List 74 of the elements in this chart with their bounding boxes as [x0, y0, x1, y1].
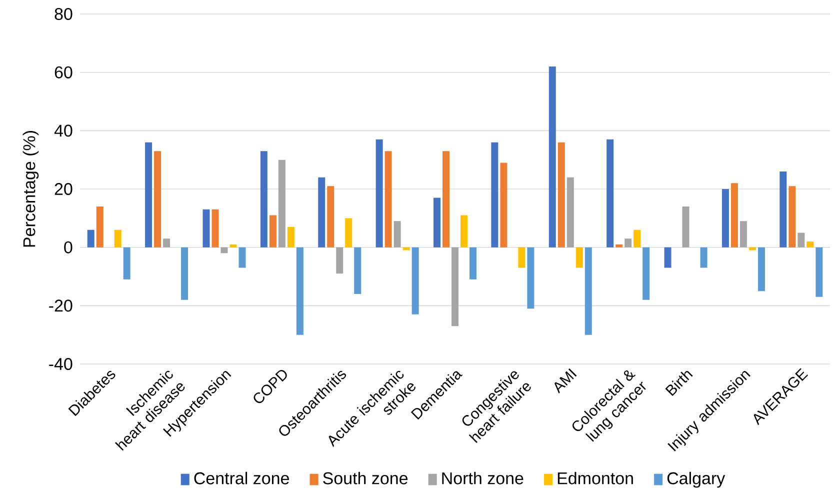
bar — [806, 242, 814, 248]
bar — [634, 230, 641, 248]
bar — [584, 247, 592, 335]
bar — [664, 247, 672, 268]
legend-label: Central zone — [194, 472, 289, 484]
bar — [238, 247, 246, 268]
bar — [376, 139, 383, 248]
bar — [576, 247, 583, 268]
bar — [96, 206, 104, 248]
y-tick-label: 0 — [64, 241, 72, 254]
bar — [491, 142, 498, 248]
bar — [470, 247, 476, 280]
bar — [452, 247, 458, 326]
bar — [606, 139, 614, 248]
bar — [548, 66, 556, 248]
bar — [700, 247, 708, 268]
y-tick-label: 20 — [54, 183, 72, 196]
bar — [442, 151, 450, 248]
bar — [181, 247, 188, 300]
x-tick-label: Birth — [665, 370, 693, 396]
legend-label: North zone — [442, 472, 524, 484]
bar — [780, 172, 787, 248]
bar — [642, 247, 650, 300]
bar — [220, 247, 228, 254]
y-tick-label: -20 — [49, 300, 72, 312]
bar — [114, 230, 122, 248]
bar — [327, 186, 334, 248]
bar — [616, 244, 623, 248]
bar — [434, 198, 440, 248]
legend-label: South zone — [323, 472, 408, 484]
bar — [296, 247, 304, 335]
bar — [730, 183, 738, 248]
bar — [740, 221, 747, 248]
bar — [336, 247, 344, 274]
y-tick-label: 80 — [54, 8, 72, 20]
bar — [722, 189, 729, 248]
bar — [87, 230, 94, 248]
bar — [758, 247, 765, 292]
bar — [318, 177, 326, 248]
bar — [566, 177, 574, 248]
bar — [798, 232, 805, 248]
bar — [518, 247, 526, 268]
bar — [816, 247, 823, 297]
bar — [202, 209, 210, 248]
bar — [460, 215, 468, 248]
bar — [788, 186, 796, 248]
y-tick-label: 60 — [54, 66, 72, 78]
bar — [624, 238, 632, 248]
legend-label: Edmonton — [558, 472, 633, 484]
bar — [527, 247, 534, 309]
bar — [354, 247, 362, 294]
bar — [145, 142, 152, 248]
bar — [748, 247, 756, 250]
bar — [260, 151, 268, 248]
y-tick-label: -40 — [49, 358, 72, 370]
bar — [269, 215, 276, 248]
y-axis-title: Percentage (%) — [22, 131, 39, 247]
bar — [345, 218, 352, 248]
bar — [402, 247, 410, 250]
bar — [212, 209, 219, 248]
bar — [412, 247, 419, 314]
bar — [384, 151, 392, 248]
bar — [123, 247, 130, 280]
bar — [394, 221, 401, 248]
bar — [154, 151, 162, 248]
bar — [163, 238, 170, 248]
legend-label: Calgary — [667, 472, 726, 488]
bar — [278, 160, 286, 248]
bar — [287, 226, 294, 248]
bar — [558, 142, 565, 248]
bar — [230, 244, 237, 248]
bar — [500, 162, 508, 248]
bar — [682, 206, 690, 248]
y-tick-label: 40 — [54, 124, 72, 137]
